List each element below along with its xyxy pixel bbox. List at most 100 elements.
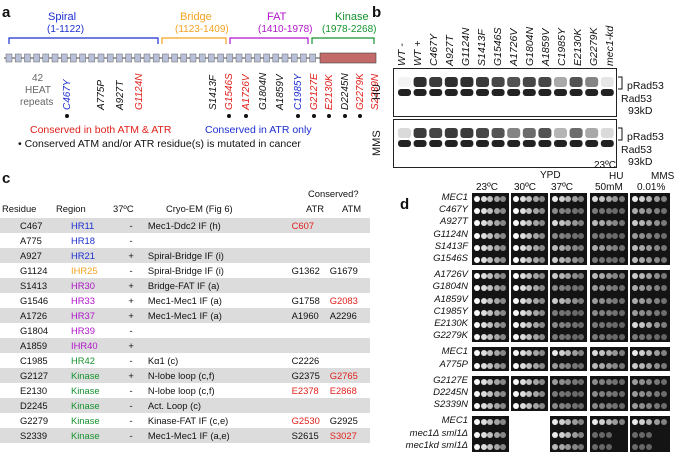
gel-band-lower (538, 89, 552, 96)
cell-cryo: Kα1 (c) (147, 355, 179, 366)
spot-plate (472, 416, 509, 452)
colony-spot (558, 378, 565, 385)
col-header-ypd: YPD (540, 170, 561, 181)
colony-spot (605, 321, 612, 328)
colony-spot (539, 196, 546, 202)
gel-band-lower (444, 140, 458, 147)
colony-spot (558, 285, 565, 292)
colony-spot (526, 390, 533, 397)
colony-spot (513, 232, 519, 239)
colony-spot (639, 257, 646, 263)
gel-band-upper (491, 128, 505, 138)
cell-temp: + (116, 368, 146, 383)
colony-spot (605, 257, 612, 263)
colony-spot (526, 297, 533, 304)
cell-atr (289, 248, 328, 263)
colony-spot (660, 257, 667, 263)
band-rad53-mms: Rad53 (621, 144, 652, 156)
colony-spot (532, 378, 539, 385)
colony-spot (532, 403, 539, 410)
colony-spot (619, 378, 626, 385)
domain-fat-range: (1410-1978) (258, 24, 313, 35)
colony-spot (474, 321, 480, 328)
colony-spot (519, 362, 526, 369)
header-temp: 37ºC (113, 203, 134, 214)
colony-spot (565, 390, 572, 397)
cell-cryo: Act. Loop (c) (145, 398, 290, 413)
colony-spot (539, 220, 546, 227)
colony-spot (571, 321, 578, 328)
col-header-30: 30ºC (514, 182, 536, 193)
colony-spot (571, 257, 578, 263)
colony-spot (532, 220, 539, 227)
colony-spot (592, 378, 598, 385)
cell-residue: A1859 (0, 338, 55, 353)
colony-spot (653, 321, 660, 328)
colony-spot (598, 208, 605, 215)
gel-band-upper (554, 77, 567, 87)
cell-residue: E2130 (20, 385, 48, 396)
colony-spot (646, 419, 653, 426)
colony-spot (552, 378, 558, 385)
colony-spot (513, 403, 519, 410)
colony-spot (632, 244, 638, 251)
colony-spot (605, 362, 612, 369)
colony-spot (565, 297, 572, 304)
colony-spot (646, 297, 653, 304)
colony-spot (598, 220, 605, 227)
colony-spot (519, 273, 526, 280)
cell-cryo (145, 338, 290, 353)
cell-cryo: Kinase-FAT IF (c,e) (147, 415, 229, 426)
spot-plate (550, 375, 587, 412)
cell-residue: S2339 (0, 428, 55, 443)
colony-spot (639, 321, 646, 328)
colony-spot (480, 403, 487, 410)
colony-spot (558, 431, 565, 438)
colony-spot (571, 232, 578, 239)
colony-spot (558, 297, 565, 304)
cell-region: Kinase (70, 385, 100, 396)
spot-plate (590, 347, 628, 371)
gel-band-upper (413, 128, 427, 138)
colony-spot (619, 208, 626, 215)
colony-spot (632, 362, 638, 369)
colony-spot (539, 378, 546, 385)
heat-repeat-box (14, 53, 22, 63)
colony-spot (571, 297, 578, 304)
colony-spot (578, 196, 585, 202)
colony-spot (578, 297, 585, 304)
colony-spot (598, 378, 605, 385)
colony-spot (605, 273, 612, 280)
colony-spot (519, 220, 526, 227)
cell-region: Kinase (70, 415, 100, 426)
colony-spot (605, 403, 612, 410)
colony-spot (598, 196, 605, 202)
colony-spot (646, 220, 653, 227)
colony-spot (513, 297, 519, 304)
colony-spot (532, 196, 539, 202)
colony-spot (474, 403, 480, 410)
colony-spot (487, 297, 494, 304)
gel-mms (393, 119, 617, 168)
colony-spot (660, 321, 667, 328)
heat-repeat-box (116, 53, 123, 63)
colony-spot (513, 244, 519, 251)
spot-plate (550, 270, 587, 343)
colony-spot (513, 208, 519, 215)
cell-cryo: Mec1-Mec1 IF (a,e) (145, 428, 290, 443)
heat-repeat-box (42, 53, 50, 63)
colony-spot (474, 334, 480, 341)
col-header-23: 23ºC (476, 182, 498, 193)
colony-spot (500, 350, 507, 357)
cell-residue: A775 (20, 235, 42, 246)
cell-cryo: Spiral-Bridge IF (i) (145, 248, 290, 263)
colony-spot (592, 208, 598, 215)
gel-band-lower (554, 140, 567, 147)
colony-spot (578, 321, 585, 328)
colony-spot (487, 378, 494, 385)
colony-spot (632, 350, 638, 357)
colony-spot (612, 309, 619, 316)
spot-plate (630, 193, 670, 266)
colony-spot (578, 362, 585, 369)
col-header-37: 37ºC (551, 182, 573, 193)
